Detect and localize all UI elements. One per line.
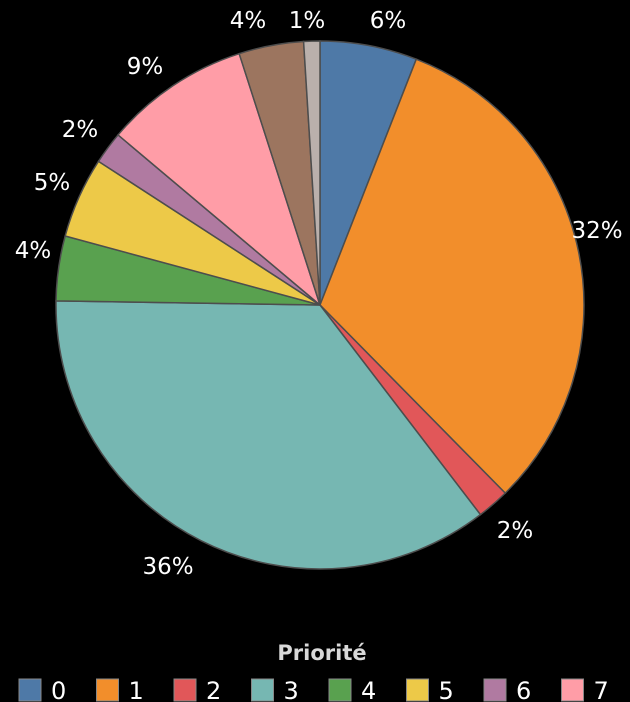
legend-items: 0 1 2 3 4 5 6 7 [18, 677, 609, 702]
slice-label-4: 4% [15, 238, 52, 264]
legend-label-1: 1 [129, 677, 144, 702]
legend-label-5: 5 [439, 677, 454, 702]
legend-swatch-0 [18, 678, 42, 702]
legend-label-0: 0 [51, 677, 66, 702]
slice-label-0: 6% [370, 8, 407, 34]
legend-swatch-7 [561, 678, 584, 702]
legend-swatch-5 [406, 678, 429, 702]
slice-label-3: 36% [142, 554, 193, 580]
legend-title: Priorité [277, 641, 366, 665]
slice-label-8: 4% [230, 8, 267, 34]
pie-slice-9 [302, 40, 321, 306]
pie-slice-3 [55, 300, 482, 570]
legend-swatch-6 [483, 678, 507, 702]
legend-swatch-4 [328, 678, 352, 702]
slice-label-2: 2% [497, 518, 534, 544]
legend-label-4: 4 [361, 677, 376, 702]
legend: Priorité 0 1 2 3 4 5 6 7 [18, 641, 609, 702]
legend-label-7: 7 [594, 677, 609, 702]
slice-label-5: 5% [34, 170, 71, 196]
legend-swatch-3 [251, 678, 274, 702]
legend-swatch-1 [96, 678, 119, 702]
slice-label-6: 2% [62, 117, 99, 143]
slice-label-9: 1% [289, 8, 326, 34]
pie-slices [55, 40, 585, 570]
legend-swatch-2 [173, 678, 197, 702]
pie-slice-7 [117, 52, 322, 308]
pie-slice-1 [319, 58, 585, 495]
pie-labels: 6% 32% 2% 36% 4% 5% 2% 9% 4% 1% [15, 8, 623, 580]
legend-label-3: 3 [284, 677, 299, 702]
slice-label-7: 9% [127, 54, 164, 80]
slice-label-1: 32% [571, 218, 622, 244]
legend-label-6: 6 [516, 677, 531, 702]
legend-label-2: 2 [206, 677, 221, 702]
